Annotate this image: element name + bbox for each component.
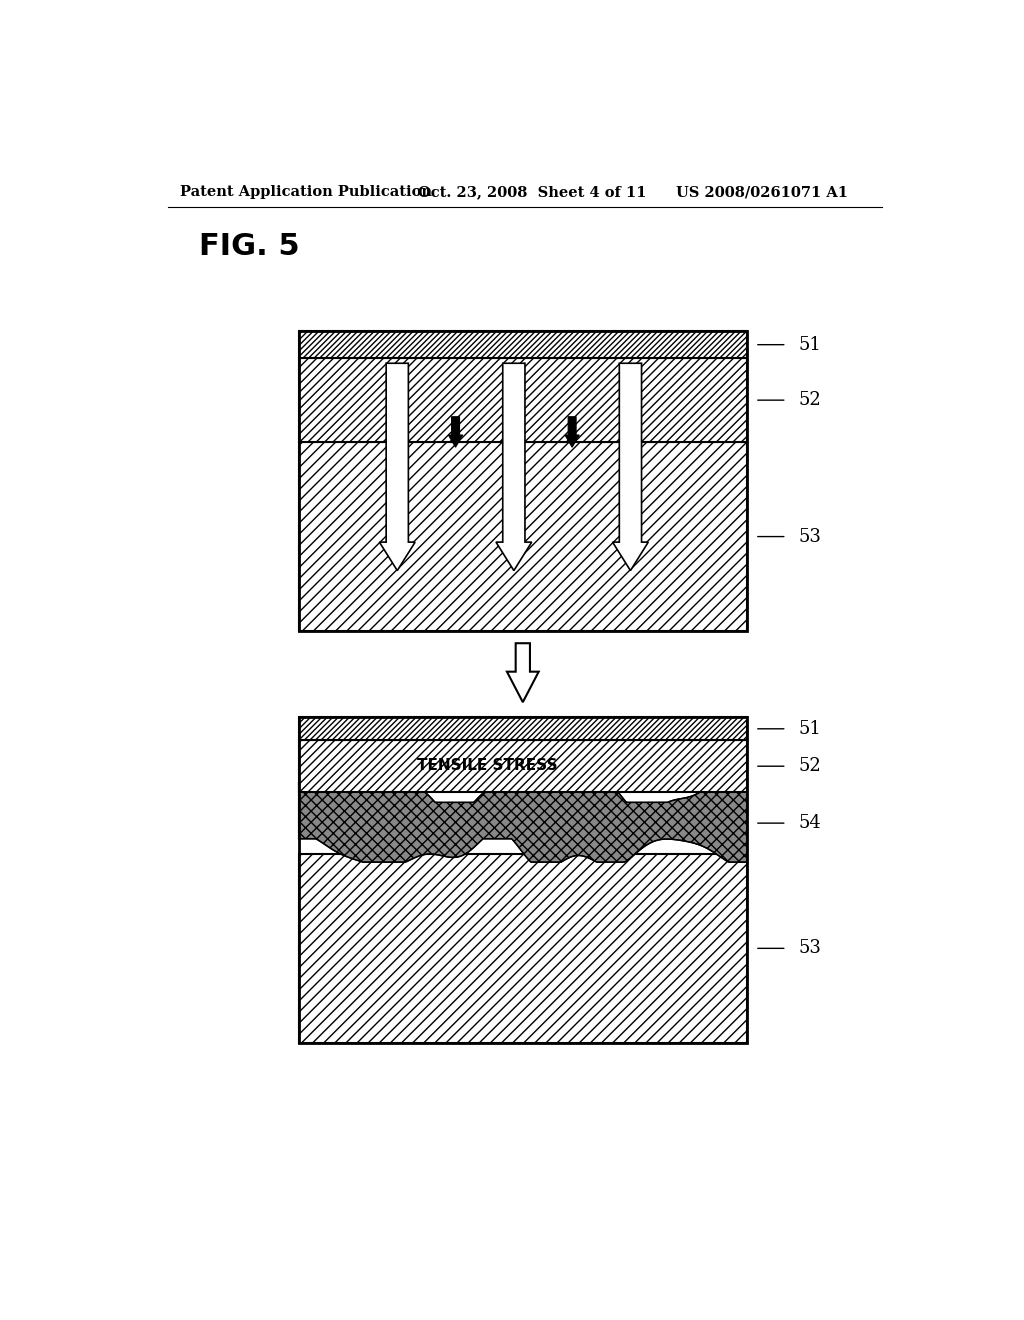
Text: TENSILE STRESS: TENSILE STRESS [417,758,557,772]
Bar [299,718,748,741]
Bar [299,741,748,792]
Polygon shape [496,363,531,570]
Bar [299,718,748,1043]
Polygon shape [565,417,580,447]
Text: 51: 51 [799,335,821,354]
Bar [299,442,748,631]
Polygon shape [380,363,415,570]
Polygon shape [507,643,539,702]
Bar [299,854,748,1043]
Bar [299,358,748,442]
Text: FIG. 5: FIG. 5 [200,232,300,261]
Text: Oct. 23, 2008  Sheet 4 of 11: Oct. 23, 2008 Sheet 4 of 11 [418,185,646,199]
Bar [299,331,748,631]
Bar [299,331,748,358]
Polygon shape [612,363,648,570]
Text: Patent Application Publication: Patent Application Publication [179,185,431,199]
Text: 54: 54 [799,814,821,832]
Text: 52: 52 [799,758,821,775]
Polygon shape [299,777,746,862]
Text: US 2008/0261071 A1: US 2008/0261071 A1 [676,185,848,199]
Polygon shape [449,417,463,447]
Text: 53: 53 [799,528,821,545]
Text: 51: 51 [799,719,821,738]
Text: 53: 53 [799,940,821,957]
Text: 52: 52 [799,391,821,409]
